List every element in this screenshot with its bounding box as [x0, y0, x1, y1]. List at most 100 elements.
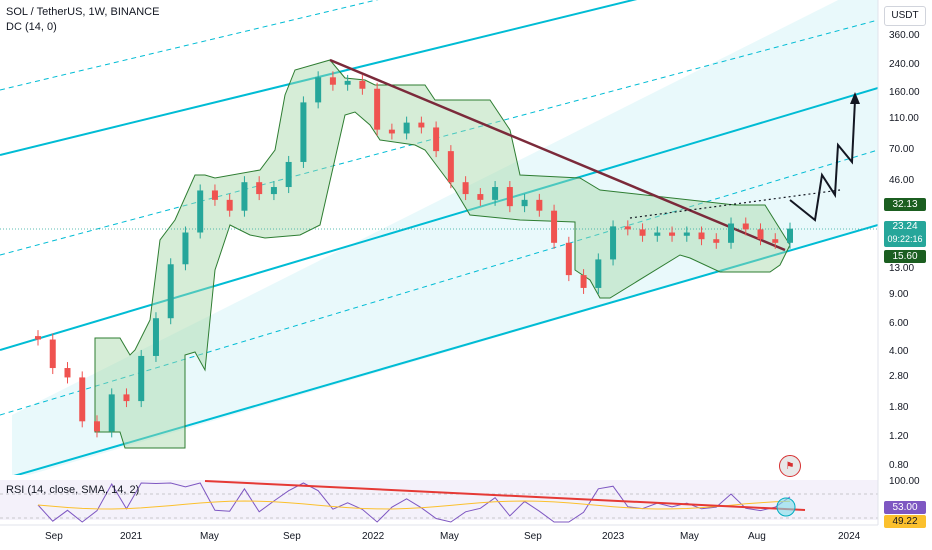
candle-body [226, 199, 233, 211]
candle-body [580, 275, 587, 288]
candle-body [757, 229, 764, 240]
candle-body [728, 223, 735, 243]
rsi-value-tag: 53.00 [884, 501, 926, 514]
candle-body [462, 182, 469, 195]
candle-body [433, 127, 440, 152]
price-tick-label: 160.00 [889, 87, 920, 98]
candle-body [359, 80, 366, 89]
projection-arrowhead [850, 92, 860, 104]
candle-body [506, 187, 513, 207]
candle-body [654, 232, 661, 236]
candle-body [138, 355, 145, 402]
candle-body [49, 339, 56, 369]
candle-body [418, 122, 425, 128]
donchian-channel-fill [94, 59, 791, 449]
donchian-legend[interactable]: DC (14, 0) [6, 21, 57, 33]
rsi-highlight-circle [776, 497, 796, 517]
price-tag-upper: 32.13 [884, 198, 926, 211]
time-tick-label: Sep [283, 531, 301, 542]
price-tick-label: 6.00 [889, 318, 909, 329]
symbol-title[interactable]: SOL / TetherUS, 1W, BINANCE [6, 6, 160, 18]
time-tick-label: May [440, 531, 459, 542]
candle-body [108, 394, 115, 432]
time-tick-label: 2021 [120, 531, 143, 542]
candle-body [344, 80, 351, 85]
candle-body [787, 228, 793, 243]
candle-body [595, 259, 602, 288]
dotted-resistance [629, 189, 841, 219]
candle-body [197, 190, 204, 233]
us-flag-event-icon[interactable]: ⚑ [779, 455, 801, 477]
candle-body [241, 182, 248, 211]
currency-button[interactable]: USDT [884, 6, 926, 26]
candle-body [315, 77, 322, 103]
time-tick-label: May [200, 531, 219, 542]
price-tick-label: 70.00 [889, 144, 915, 155]
candle-body [403, 122, 410, 134]
time-tick-label: Aug [748, 531, 766, 542]
candle-body [447, 151, 454, 183]
price-tick-label: 1.20 [889, 431, 909, 442]
price-tick-label: 46.00 [889, 175, 915, 186]
candle-body [521, 199, 528, 207]
price-tick-label: 0.80 [889, 460, 909, 471]
rsi-background [0, 480, 878, 520]
candle-body [669, 232, 676, 236]
candle-body [536, 199, 543, 211]
candle-body [300, 102, 307, 162]
price-tick-label: 110.00 [889, 113, 919, 124]
candle-body [713, 239, 720, 243]
channel-bottom-line [13, 224, 878, 475]
regression-channel-fill [12, 0, 878, 475]
candle-body [79, 377, 86, 422]
candle-body [610, 226, 617, 260]
candle-body [167, 264, 174, 319]
candle-body [270, 187, 277, 195]
time-tick-label: 2022 [362, 531, 385, 542]
candle-body [123, 394, 130, 402]
time-tick-label: 2024 [838, 531, 861, 542]
candle-body [152, 318, 159, 356]
descending-trendline [329, 58, 786, 252]
candle-body [211, 190, 218, 200]
candle-body [492, 187, 499, 200]
candle-body [35, 336, 41, 340]
candle-body [565, 242, 572, 276]
candle-body [683, 232, 690, 236]
time-tick-label: May [680, 531, 699, 542]
last-price-value: 23.24 [892, 221, 918, 232]
channel-top-line [0, 0, 638, 156]
candle-body [182, 232, 189, 265]
projection-path [789, 99, 856, 222]
price-tick-label: 360.00 [889, 30, 920, 41]
time-tick-label: Sep [45, 531, 63, 542]
candle-body [93, 421, 100, 432]
time-tick-label: 2023 [602, 531, 625, 542]
candle-body [64, 368, 71, 378]
candle-body [374, 88, 381, 130]
price-tick-label: 13.00 [889, 263, 915, 274]
candle-body [551, 210, 558, 243]
rsi-trendline [204, 480, 806, 511]
rsi-tick-100: 100.00 [889, 476, 920, 487]
price-tick-label: 4.00 [889, 346, 909, 357]
candle-body [624, 226, 631, 230]
candle-body [477, 194, 484, 200]
candle-body [698, 232, 705, 240]
rsi-ma-line [37, 500, 791, 510]
price-tag-last: 23.24 09:22:16 [884, 221, 926, 247]
price-tick-label: 2.80 [889, 371, 909, 382]
candle-body [256, 182, 263, 195]
channel-mid-line [0, 87, 878, 351]
candle-body [639, 229, 646, 236]
rsi-ma-tag: 49.22 [884, 515, 926, 528]
price-tick-label: 1.80 [889, 402, 909, 413]
rsi-line [37, 482, 791, 523]
candle-body [742, 223, 749, 230]
rsi-legend[interactable]: RSI (14, close, SMA, 14, 2) [6, 484, 140, 496]
time-tick-label: Sep [524, 531, 542, 542]
candle-body [388, 129, 395, 134]
price-tick-label: 240.00 [889, 59, 920, 70]
bar-countdown: 09:22:16 [887, 234, 923, 244]
